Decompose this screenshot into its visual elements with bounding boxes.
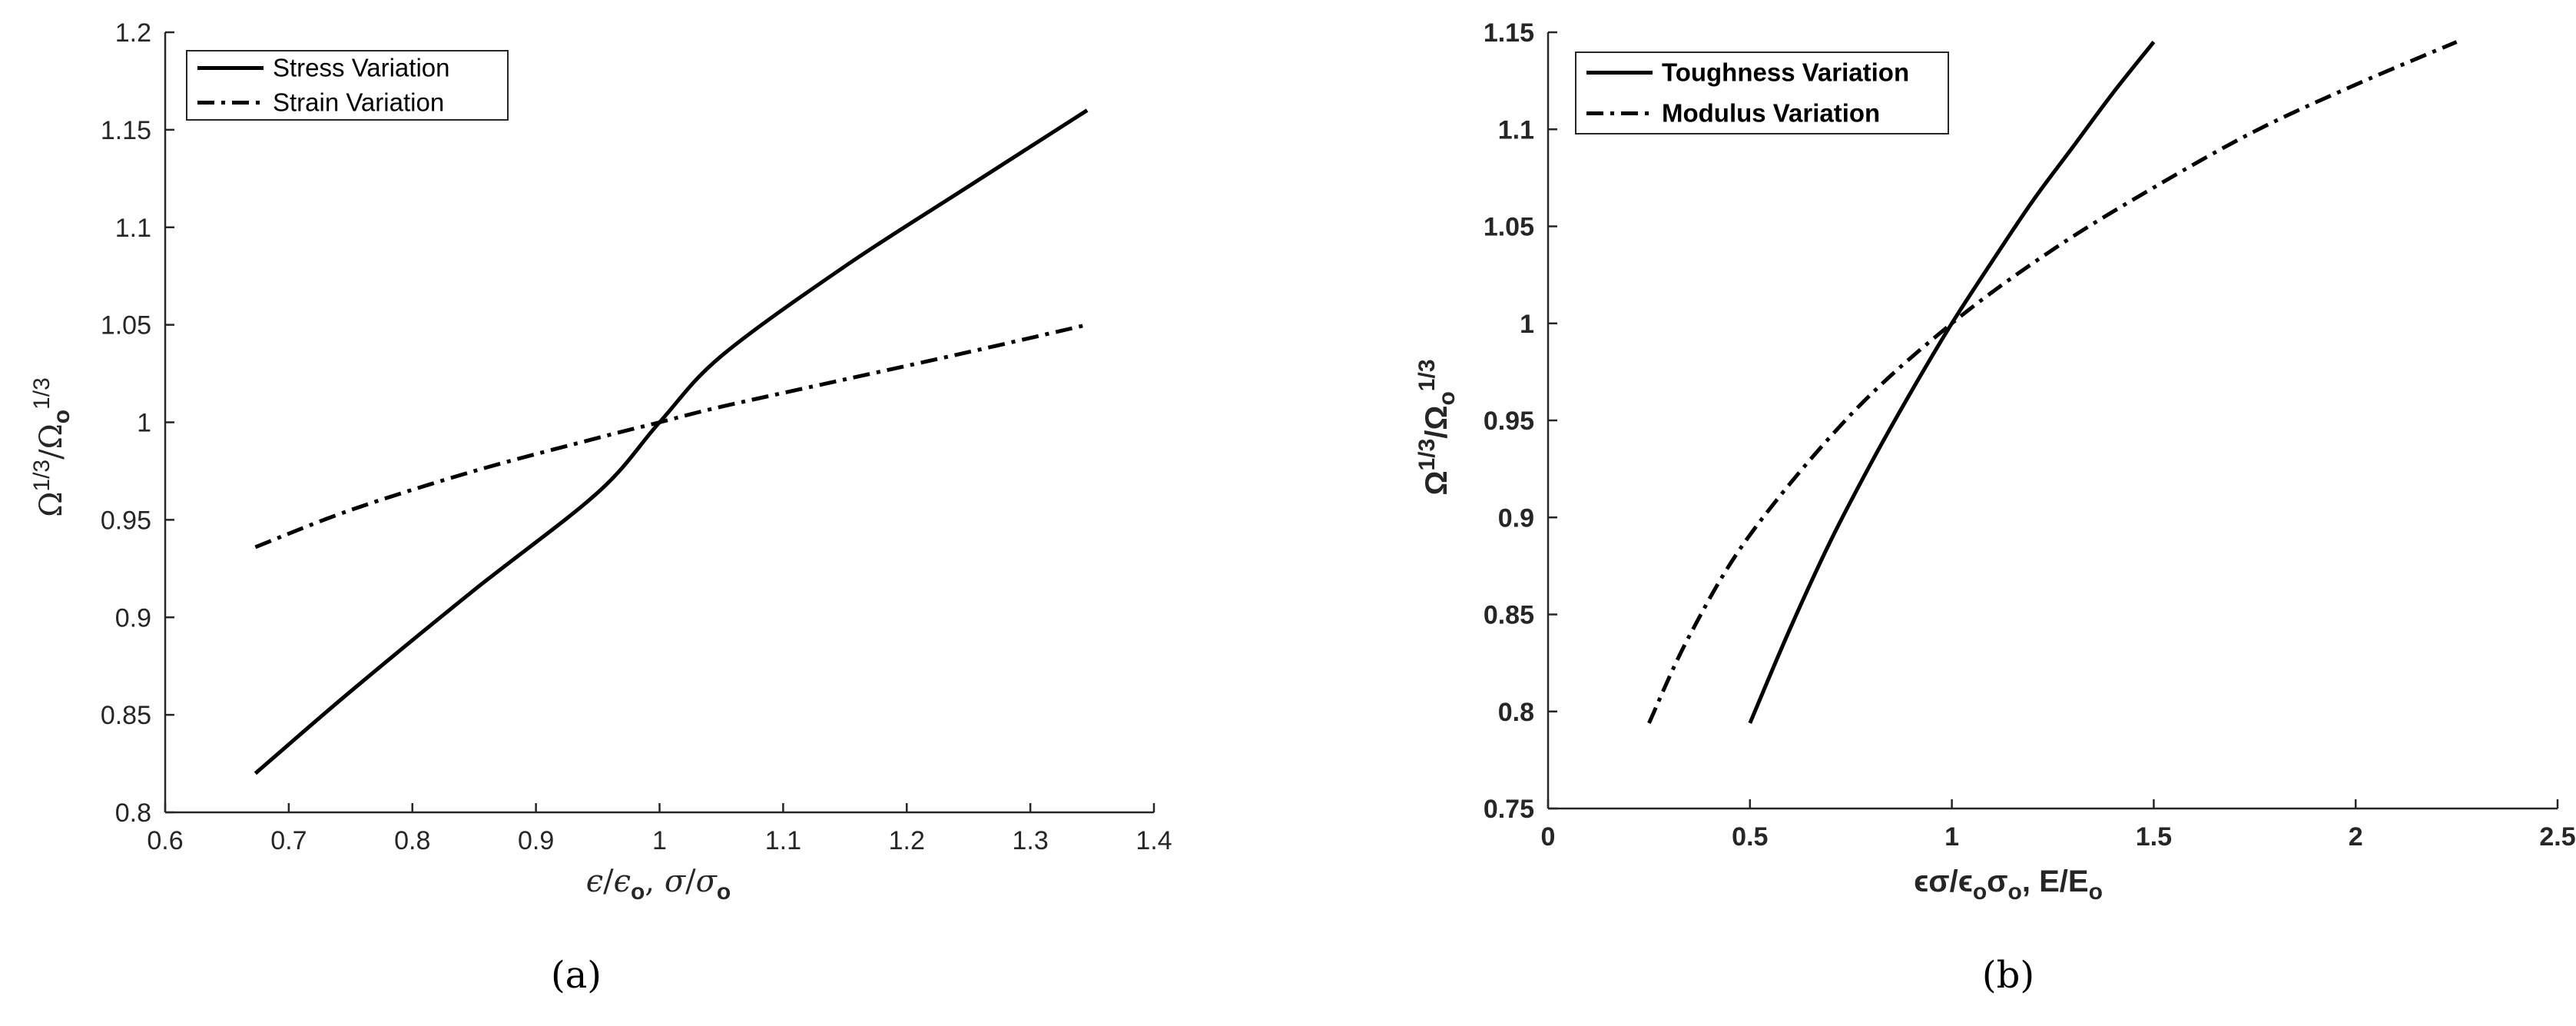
y-tick-label: 1.15 <box>1484 18 1534 48</box>
series-line-strain-variation <box>254 323 1088 550</box>
y-tick-label: 0.9 <box>1498 503 1534 533</box>
panel-a-caption: (a) <box>551 954 602 997</box>
y-tick-label: 0.95 <box>1484 407 1534 436</box>
y-tick-label: 0.95 <box>101 506 151 535</box>
legend-label: Modulus Variation <box>1662 99 1880 128</box>
x-tick-label: 1.2 <box>889 826 925 855</box>
legend-label: Toughness Variation <box>1662 58 1909 87</box>
legend-label: Strain Variation <box>273 88 444 117</box>
y-tick-label: 1.05 <box>1484 213 1534 242</box>
x-tick-label: 2 <box>2349 822 2363 852</box>
y-tick-label: 1 <box>137 409 151 438</box>
panel-b-x-ticks: 0 0.5 1 1.5 2 2.5 <box>1541 799 2576 852</box>
legend-label: Stress Variation <box>273 54 449 82</box>
panel-b-caption: (b) <box>1982 954 2034 997</box>
x-tick-label: 1.4 <box>1135 826 1172 855</box>
x-tick-label: 1 <box>1944 822 1959 852</box>
x-tick-label: 1.1 <box>765 826 801 855</box>
y-tick-label: 1 <box>1520 310 1534 339</box>
panel-b: 0 0.5 1 1.5 2 2.5 0.75 0.8 0.85 0.9 0.95 1 1.05 1.1 1… <box>1414 18 2576 997</box>
y-tick-label: 0.9 <box>115 603 151 633</box>
x-tick-label: 0.5 <box>1732 822 1768 852</box>
x-tick-label: 0.8 <box>394 826 430 855</box>
panel-a-x-axis-label: ϵ/ϵo, σ/σo <box>586 864 731 905</box>
panel-a-plot-area <box>164 32 1154 814</box>
y-tick-label: 1.15 <box>101 116 151 145</box>
y-tick-label: 0.8 <box>115 799 151 828</box>
y-tick-label: 0.85 <box>1484 601 1534 630</box>
series-line-stress-variation <box>254 108 1089 775</box>
panel-b-plot-area <box>1547 32 2558 810</box>
x-tick-label: 1.3 <box>1012 826 1048 855</box>
panel-a-y-axis-label: Ω1/3/Ωo1/3 <box>29 377 75 517</box>
legend-box <box>1575 51 1949 134</box>
y-tick-label: 1.1 <box>115 214 151 243</box>
y-tick-label: 1.2 <box>115 18 151 48</box>
series-line-toughness-variation <box>1748 41 2156 724</box>
panel-a-x-ticks: 0.6 0.7 0.8 0.9 1 1.1 1.2 1.3 1.4 <box>147 803 1172 855</box>
series-line-modulus-variation <box>1647 40 2458 724</box>
x-tick-label: 0.7 <box>270 826 307 855</box>
panel-a-legend: Stress Variation Strain Variation <box>186 50 509 121</box>
x-tick-label: 0.9 <box>518 826 554 855</box>
y-tick-label: 1.1 <box>1498 115 1534 144</box>
x-tick-label: 0.6 <box>147 826 183 855</box>
panel-b-y-axis-label: Ω1/3/Ωo1/3 <box>1414 359 1460 495</box>
x-tick-label: 0 <box>1541 822 1556 852</box>
y-tick-label: 0.75 <box>1484 795 1534 824</box>
panel-b-y-ticks: 0.75 0.8 0.85 0.9 0.95 1 1.05 1.1 1.15 <box>1484 18 1557 824</box>
x-tick-label: 1.5 <box>2136 822 2172 852</box>
y-tick-label: 0.8 <box>1498 698 1534 727</box>
panel-b-legend: Toughness Variation Modulus Variation <box>1575 51 1949 134</box>
panel-b-x-axis-label: ϵσ/ϵoσo, E/Eo <box>1914 865 2103 905</box>
x-tick-label: 1 <box>652 826 667 855</box>
y-tick-label: 0.85 <box>101 701 151 730</box>
y-tick-label: 1.05 <box>101 311 151 340</box>
panel-a-y-ticks: 0.8 0.85 0.9 0.95 1 1.05 1.1 1.15 1.2 <box>101 18 174 828</box>
legend-box <box>186 50 509 121</box>
x-tick-label: 2.5 <box>2539 822 2575 852</box>
panel-a: 0.6 0.7 0.8 0.9 1 1.1 1.2 1.3 1.4 0.8 0.85 0.9 0.95… <box>29 18 1172 997</box>
